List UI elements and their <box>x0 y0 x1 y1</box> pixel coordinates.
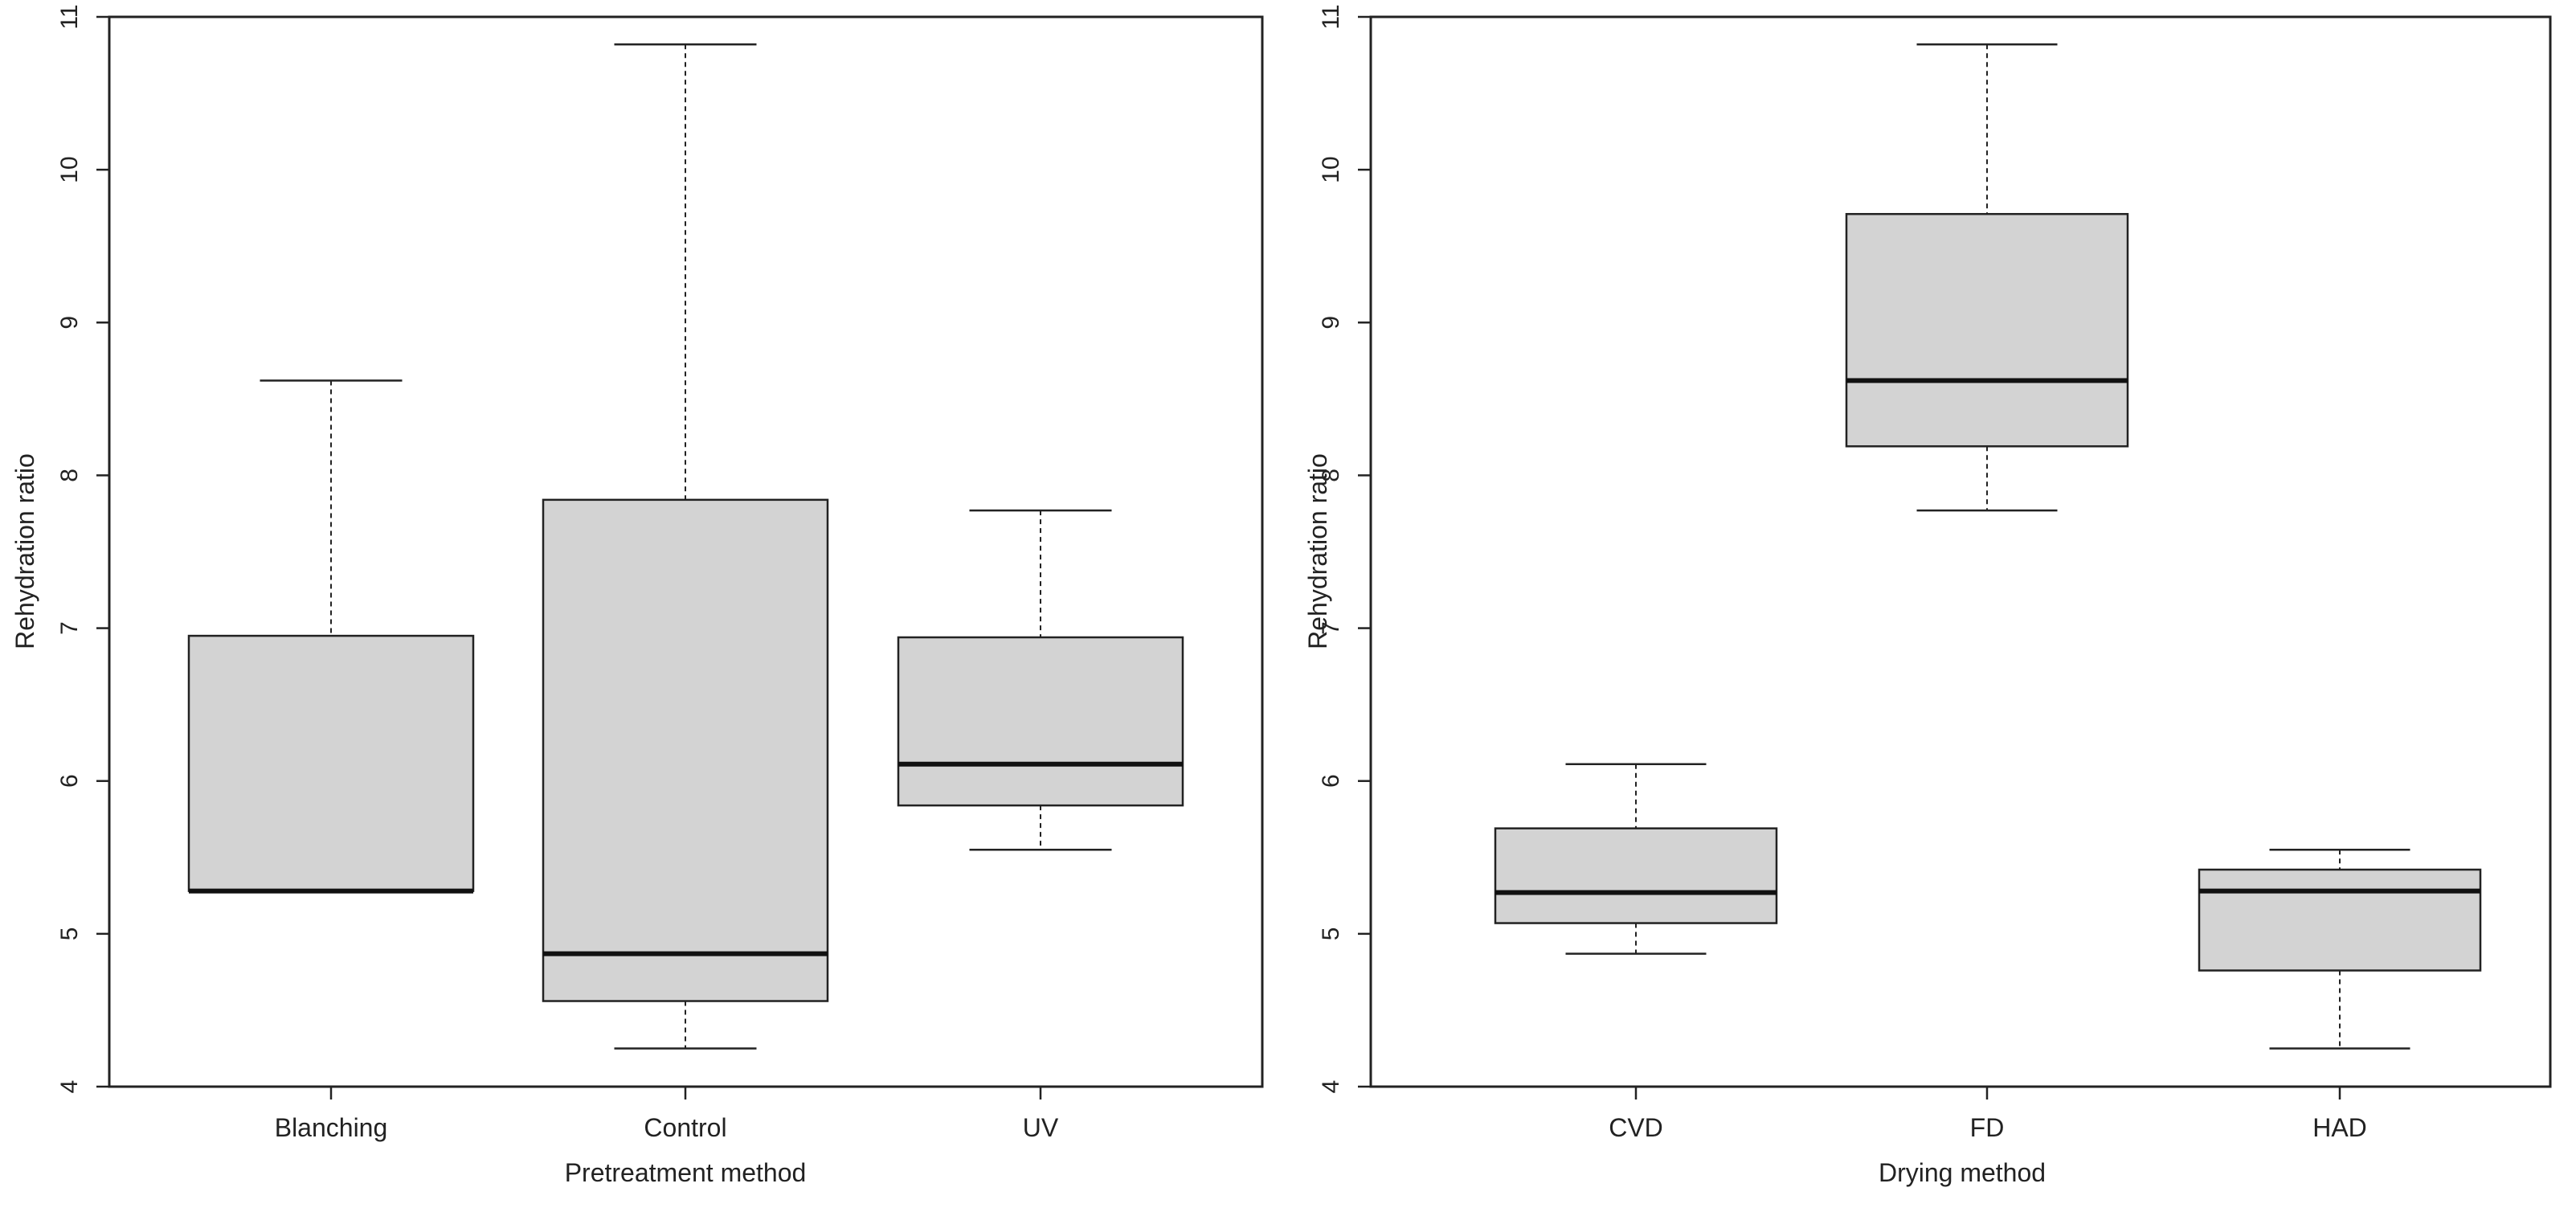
y-tick-label: 9 <box>56 316 83 330</box>
x-axis-label: Drying method <box>1879 1158 2046 1187</box>
box-had <box>2198 849 2482 1050</box>
x-tick-label: HAD <box>2312 1113 2367 1142</box>
y-axis: 4 5 6 7 8 9 10 11 <box>1318 4 1371 1093</box>
y-tick-label: 5 <box>1318 927 1344 941</box>
x-tick-label: Control <box>644 1113 726 1142</box>
y-tick-label: 10 <box>1318 156 1344 182</box>
iqr-box <box>1494 827 1778 924</box>
y-tick-label: 11 <box>1318 4 1344 29</box>
y-tick-label: 7 <box>1318 621 1344 635</box>
y-tick-label: 6 <box>1318 774 1344 788</box>
iqr-box <box>897 636 1184 807</box>
y-tick-label: 4 <box>56 1080 83 1094</box>
plot-frame <box>1369 15 2552 1088</box>
y-tick-label: 8 <box>1318 469 1344 482</box>
y-tick-label: 9 <box>1318 316 1344 330</box>
y-tick-label: 11 <box>56 4 83 29</box>
x-axis: Blanching Control UV <box>275 1087 1059 1142</box>
y-tick-label: 7 <box>56 621 83 635</box>
box-uv <box>897 509 1184 851</box>
box-control <box>542 43 829 1050</box>
x-axis: CVD FD HAD <box>1609 1087 2367 1142</box>
box-cvd <box>1494 763 1778 955</box>
y-axis: 4 5 6 7 8 9 10 11 <box>56 4 109 1093</box>
y-tick-label: 4 <box>1318 1080 1344 1094</box>
box-series <box>187 43 1184 1050</box>
y-tick-label: 6 <box>56 774 83 788</box>
box-series <box>1494 43 2482 1050</box>
y-axis-label: Rehydration ratio <box>1303 453 1332 649</box>
box-fd <box>1845 43 2129 512</box>
iqr-box <box>2198 868 2482 972</box>
y-tick-label: 8 <box>56 469 83 482</box>
x-tick-label: FD <box>1970 1113 2005 1142</box>
x-axis-label: Pretreatment method <box>565 1158 807 1187</box>
drying-boxplot-panel: Rehydration ratio Drying method 4 5 6 7 8 9 10… <box>1303 4 2552 1187</box>
iqr-box <box>187 634 475 892</box>
y-tick-label: 10 <box>56 156 83 182</box>
box-blanching <box>187 379 475 894</box>
y-axis-label: Rehydration ratio <box>10 453 39 649</box>
pretreatment-boxplot-panel: Rehydration ratio Pretreatment method 4 5… <box>10 4 1264 1187</box>
x-tick-label: UV <box>1023 1113 1059 1142</box>
iqr-box <box>542 498 829 1002</box>
x-tick-label: CVD <box>1609 1113 1663 1142</box>
y-tick-label: 5 <box>56 927 83 941</box>
x-tick-label: Blanching <box>275 1113 388 1142</box>
iqr-box <box>1845 213 2129 448</box>
